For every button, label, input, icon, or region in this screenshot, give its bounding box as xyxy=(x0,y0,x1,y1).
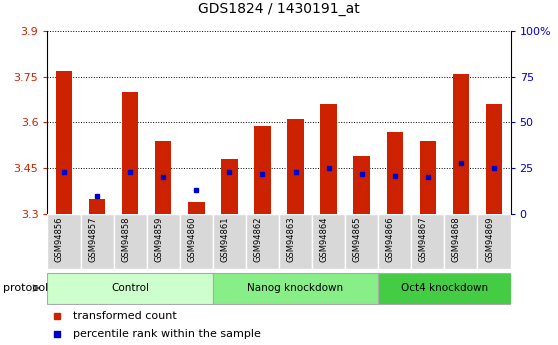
Bar xyxy=(320,104,337,214)
Text: Control: Control xyxy=(111,283,149,293)
FancyBboxPatch shape xyxy=(411,214,444,269)
Bar xyxy=(486,104,502,214)
FancyBboxPatch shape xyxy=(213,273,378,304)
Text: GSM94863: GSM94863 xyxy=(287,217,296,262)
Text: GSM94869: GSM94869 xyxy=(485,217,494,262)
Text: transformed count: transformed count xyxy=(73,312,177,322)
Text: Oct4 knockdown: Oct4 knockdown xyxy=(401,283,488,293)
Text: GSM94867: GSM94867 xyxy=(419,217,428,262)
FancyBboxPatch shape xyxy=(478,214,511,269)
FancyBboxPatch shape xyxy=(147,214,180,269)
Bar xyxy=(122,92,138,214)
FancyBboxPatch shape xyxy=(47,214,80,269)
Text: GSM94868: GSM94868 xyxy=(452,217,461,262)
FancyBboxPatch shape xyxy=(378,273,511,304)
Text: GSM94858: GSM94858 xyxy=(121,217,130,262)
FancyBboxPatch shape xyxy=(444,214,478,269)
FancyBboxPatch shape xyxy=(279,214,312,269)
Bar xyxy=(420,141,436,214)
Bar xyxy=(155,141,171,214)
FancyBboxPatch shape xyxy=(180,214,213,269)
FancyBboxPatch shape xyxy=(345,214,378,269)
Text: GDS1824 / 1430191_at: GDS1824 / 1430191_at xyxy=(198,1,360,16)
Bar xyxy=(387,132,403,214)
Text: GSM94862: GSM94862 xyxy=(253,217,262,262)
FancyBboxPatch shape xyxy=(378,214,411,269)
Text: GSM94861: GSM94861 xyxy=(220,217,229,262)
Text: GSM94865: GSM94865 xyxy=(353,217,362,262)
Bar xyxy=(221,159,238,214)
Text: GSM94866: GSM94866 xyxy=(386,217,395,262)
FancyBboxPatch shape xyxy=(114,214,147,269)
FancyBboxPatch shape xyxy=(213,214,246,269)
Bar xyxy=(89,199,105,214)
Text: Nanog knockdown: Nanog knockdown xyxy=(248,283,344,293)
Bar xyxy=(188,202,205,214)
Bar xyxy=(254,126,271,214)
FancyBboxPatch shape xyxy=(47,273,213,304)
Bar xyxy=(353,156,370,214)
Bar xyxy=(287,119,304,214)
Bar xyxy=(56,71,72,214)
Bar xyxy=(453,74,469,214)
FancyBboxPatch shape xyxy=(312,214,345,269)
Text: percentile rank within the sample: percentile rank within the sample xyxy=(73,329,261,339)
FancyBboxPatch shape xyxy=(80,214,114,269)
Text: protocol: protocol xyxy=(3,283,48,293)
Text: GSM94859: GSM94859 xyxy=(154,217,163,262)
FancyBboxPatch shape xyxy=(246,214,279,269)
Text: GSM94857: GSM94857 xyxy=(88,217,97,262)
Text: GSM94860: GSM94860 xyxy=(187,217,196,262)
Text: GSM94856: GSM94856 xyxy=(55,217,64,262)
Text: GSM94864: GSM94864 xyxy=(320,217,329,262)
